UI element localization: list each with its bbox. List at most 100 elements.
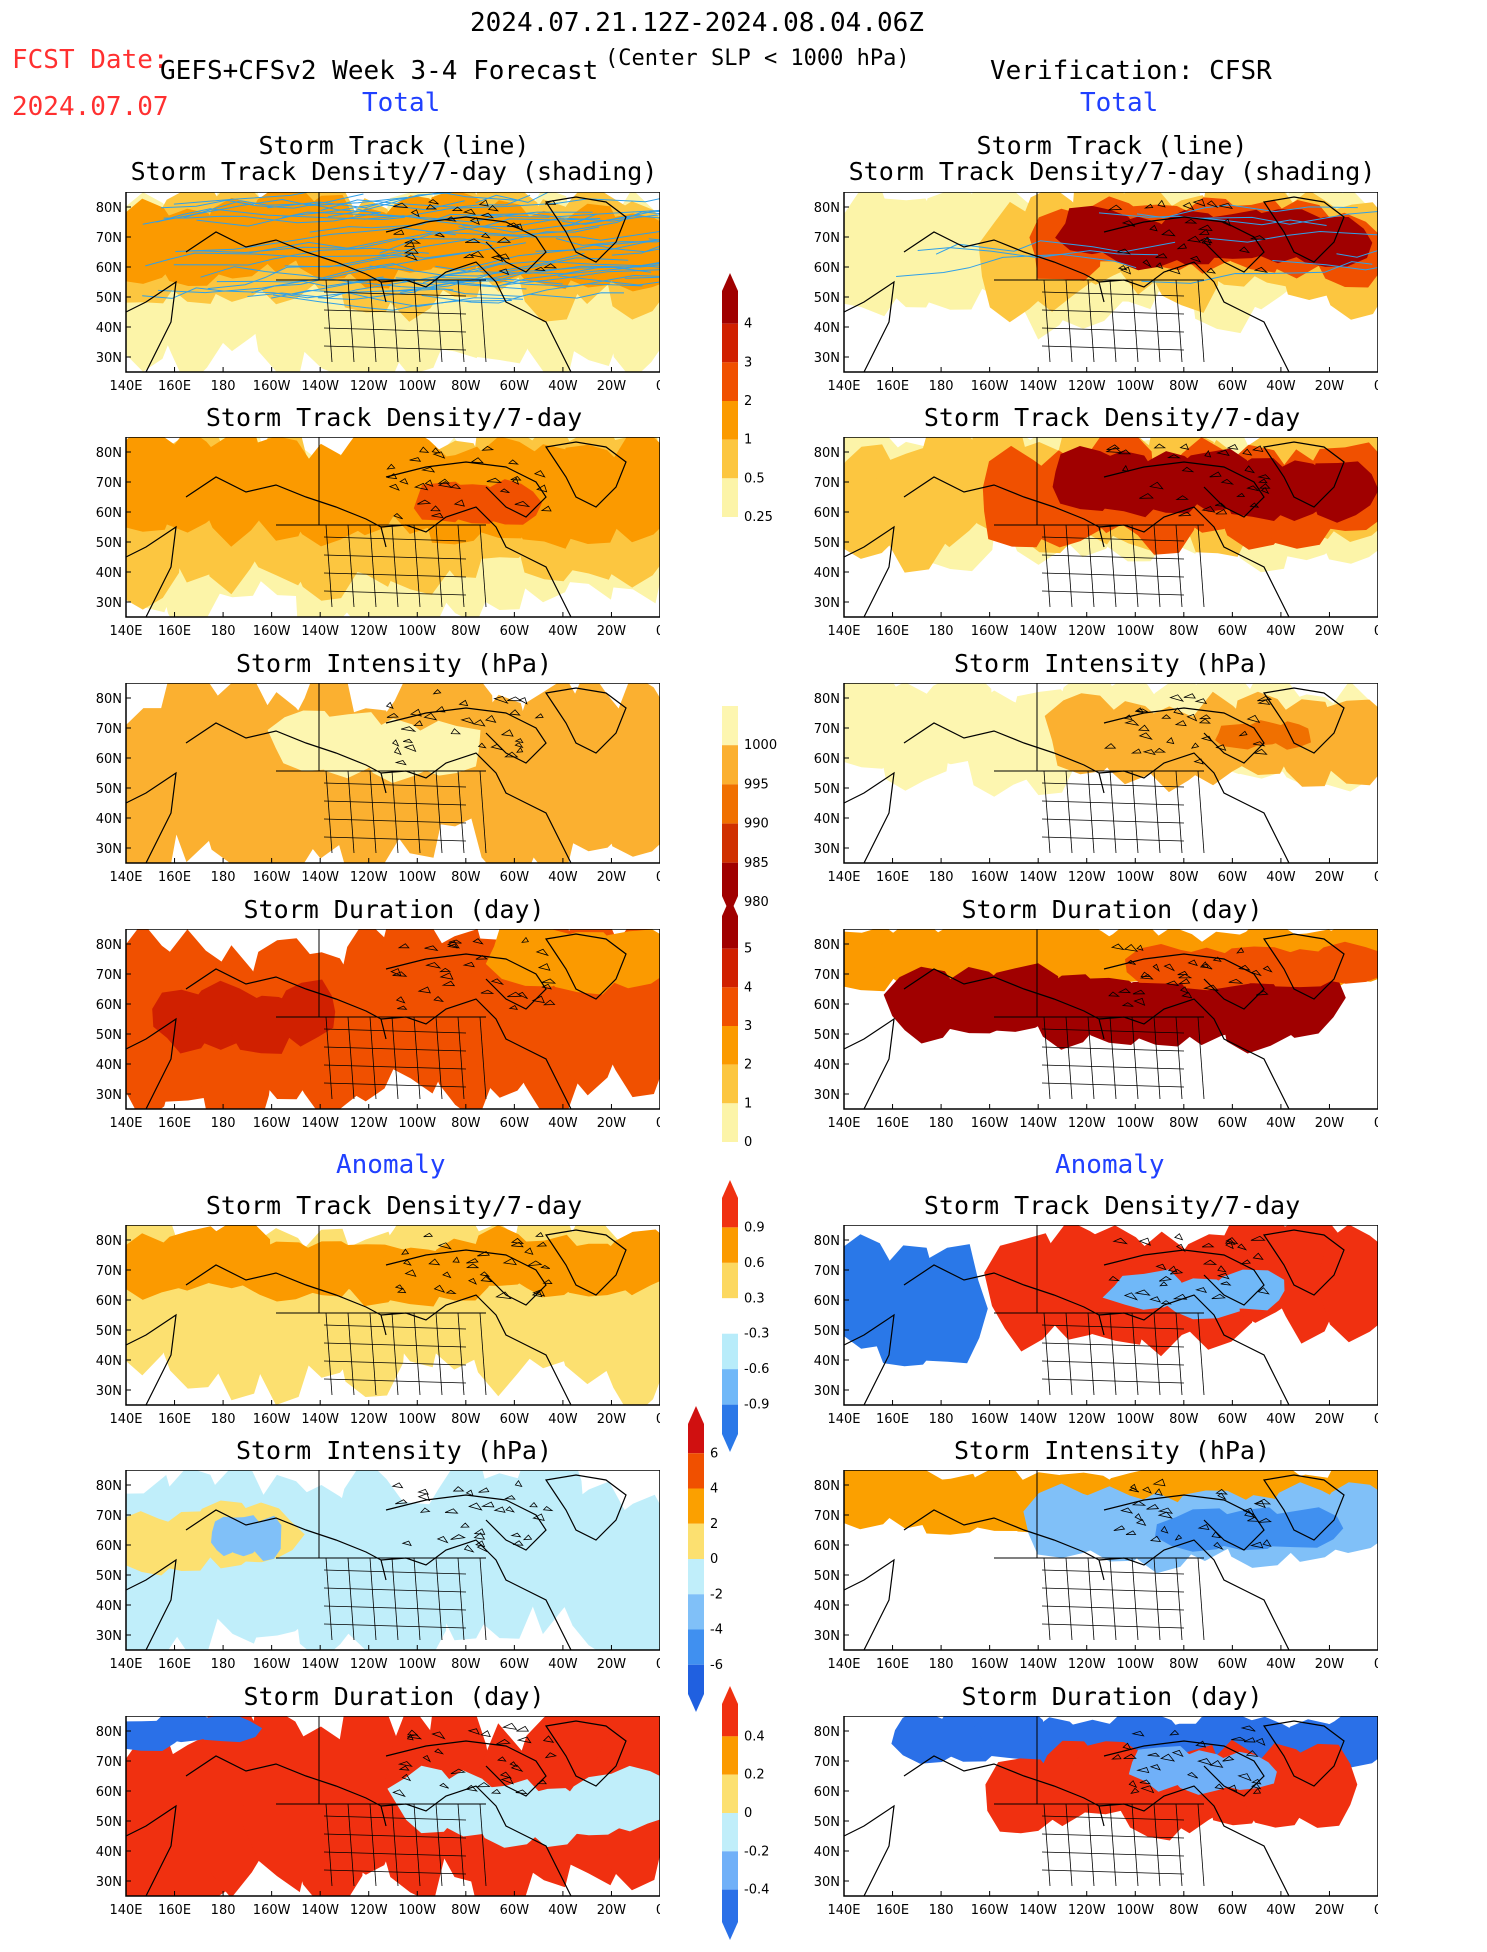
colorbar-label: 4 xyxy=(710,1482,718,1497)
lon-label: 180 xyxy=(211,1657,236,1672)
lat-label: 80N xyxy=(96,1479,122,1494)
map-svg: 80N 70N 60N 50N 40N 30N 140E 160E 180 160W 140W 120… xyxy=(814,1715,1382,1918)
lon-label: 160E xyxy=(876,1412,909,1427)
colorbar-svg: 1000 995 990 985 980 xyxy=(722,706,777,914)
lat-label: 70N xyxy=(96,476,122,491)
lon-label: 100W xyxy=(1116,1903,1154,1918)
lat-label: 60N xyxy=(814,998,840,1013)
lon-label: 20W xyxy=(597,1657,627,1672)
lat-label: 70N xyxy=(96,1509,122,1524)
lat-label: 50N xyxy=(814,536,840,551)
lon-label: 0 xyxy=(1374,870,1378,885)
lat-label: 40N xyxy=(96,812,122,827)
lon-label: 140E xyxy=(109,1657,142,1672)
lat-label: 80N xyxy=(814,1725,840,1740)
lon-label: 40W xyxy=(548,1657,578,1672)
map-anom-intensity-left: 80N 70N 60N 50N 40N 30N 140E 160E 180 160W 140W 120… xyxy=(80,1469,664,1690)
lon-label: 140W xyxy=(1019,870,1057,885)
title-track-shading-right: Storm Track Density/7-day (shading) xyxy=(848,157,1376,186)
colorbar-label: 4 xyxy=(744,980,752,995)
lon-label: 140W xyxy=(301,379,339,394)
lon-label: 40W xyxy=(1266,1903,1296,1918)
lon-label: 140W xyxy=(1019,379,1057,394)
colorbar-label: 985 xyxy=(744,856,769,871)
map-density-right: 80N 70N 60N 50N 40N 30N 140E 160E 180 160W 140W 120… xyxy=(798,436,1382,657)
lon-label: 180 xyxy=(211,379,236,394)
title-anom-intensity-left: Storm Intensity (hPa) xyxy=(235,1436,553,1465)
lat-label: 50N xyxy=(814,291,840,306)
lon-label: 160E xyxy=(158,1412,191,1427)
lon-label: 160E xyxy=(876,870,909,885)
lon-label: 20W xyxy=(597,870,627,885)
lon-label: 180 xyxy=(929,624,954,639)
lon-label: 140E xyxy=(827,624,860,639)
lat-label: 60N xyxy=(96,998,122,1013)
lat-label: 70N xyxy=(814,1264,840,1279)
lon-label: 160E xyxy=(876,1116,909,1131)
lon-label: 140W xyxy=(1019,1903,1057,1918)
lat-label: 80N xyxy=(814,201,840,216)
lon-label: 100W xyxy=(398,1412,436,1427)
lon-label: 160W xyxy=(253,624,291,639)
lon-label: 180 xyxy=(929,1903,954,1918)
lon-label: 80W xyxy=(1169,624,1199,639)
lon-label: 160E xyxy=(158,1657,191,1672)
colorbar-label: 6 xyxy=(710,1446,718,1461)
lat-label: 80N xyxy=(814,446,840,461)
lon-label: 100W xyxy=(1116,1657,1154,1672)
colorbar-label: 1000 xyxy=(744,738,777,753)
colorbar-label: 0.6 xyxy=(744,1256,765,1271)
lat-label: 30N xyxy=(814,351,840,366)
colorbar-label: -0.3 xyxy=(744,1327,769,1342)
title-anom-intensity-right: Storm Intensity (hPa) xyxy=(953,1436,1271,1465)
lat-label: 80N xyxy=(96,446,122,461)
lon-label: 40W xyxy=(1266,379,1296,394)
lon-label: 40W xyxy=(548,1116,578,1131)
lat-label: 30N xyxy=(814,1875,840,1890)
forecast-title: GEFS+CFSv2 Week 3-4 Forecast xyxy=(160,56,599,86)
colorbar-label: 980 xyxy=(744,895,769,910)
lon-label: 140E xyxy=(109,1116,142,1131)
map-intensity-left: 80N 70N 60N 50N 40N 30N 140E 160E 180 160W 140W 120… xyxy=(80,682,664,903)
lon-label: 140E xyxy=(109,870,142,885)
colorbar-label: 3 xyxy=(744,355,752,370)
lon-label: 0 xyxy=(1374,379,1378,394)
lon-label: 100W xyxy=(398,379,436,394)
lon-label: 20W xyxy=(597,1412,627,1427)
lon-label: 120W xyxy=(1068,1903,1106,1918)
lon-label: 0 xyxy=(1374,624,1378,639)
map-svg: 80N 70N 60N 50N 40N 30N 140E 160E 180 160W 140W 120… xyxy=(96,1224,664,1427)
lat-label: 30N xyxy=(814,596,840,611)
lon-label: 100W xyxy=(1116,379,1154,394)
lon-label: 120W xyxy=(350,379,388,394)
lat-label: 30N xyxy=(814,1629,840,1644)
lat-label: 70N xyxy=(814,1509,840,1524)
colorbar-label: 0.9 xyxy=(744,1220,765,1235)
lon-label: 140W xyxy=(301,1412,339,1427)
lon-label: 160E xyxy=(876,379,909,394)
lat-label: 60N xyxy=(814,1785,840,1800)
map-svg: 80N 70N 60N 50N 40N 30N 140E 160E 180 160W 140W 120… xyxy=(96,1469,664,1672)
title-intensity-left: Storm Intensity (hPa) xyxy=(235,649,553,678)
lon-label: 40W xyxy=(1266,1116,1296,1131)
lon-label: 0 xyxy=(1374,1412,1378,1427)
lon-label: 140W xyxy=(301,1116,339,1131)
colorbar-label: 0.25 xyxy=(744,510,773,525)
colorbar-label: 0.2 xyxy=(744,1768,765,1783)
map-svg: 80N 70N 60N 50N 40N 30N 140E 160E 180 160W 140W 120… xyxy=(96,436,664,639)
colorbar-label: -4 xyxy=(710,1623,723,1638)
lon-label: 60W xyxy=(1218,624,1248,639)
colorbar-label: 0.5 xyxy=(744,471,765,486)
colorbar-label: 2 xyxy=(744,1058,752,1073)
title-track-line-right: Storm Track (line) xyxy=(976,131,1248,160)
lat-label: 80N xyxy=(96,1725,122,1740)
lon-label: 40W xyxy=(1266,870,1296,885)
lon-label: 140W xyxy=(1019,1116,1057,1131)
lon-label: 160W xyxy=(253,1116,291,1131)
lat-label: 60N xyxy=(814,1294,840,1309)
lon-label: 120W xyxy=(1068,379,1106,394)
title-track-shading-left: Storm Track Density/7-day (shading) xyxy=(130,157,658,186)
lon-label: 100W xyxy=(1116,1412,1154,1427)
lon-label: 140W xyxy=(301,870,339,885)
lon-label: 40W xyxy=(548,624,578,639)
